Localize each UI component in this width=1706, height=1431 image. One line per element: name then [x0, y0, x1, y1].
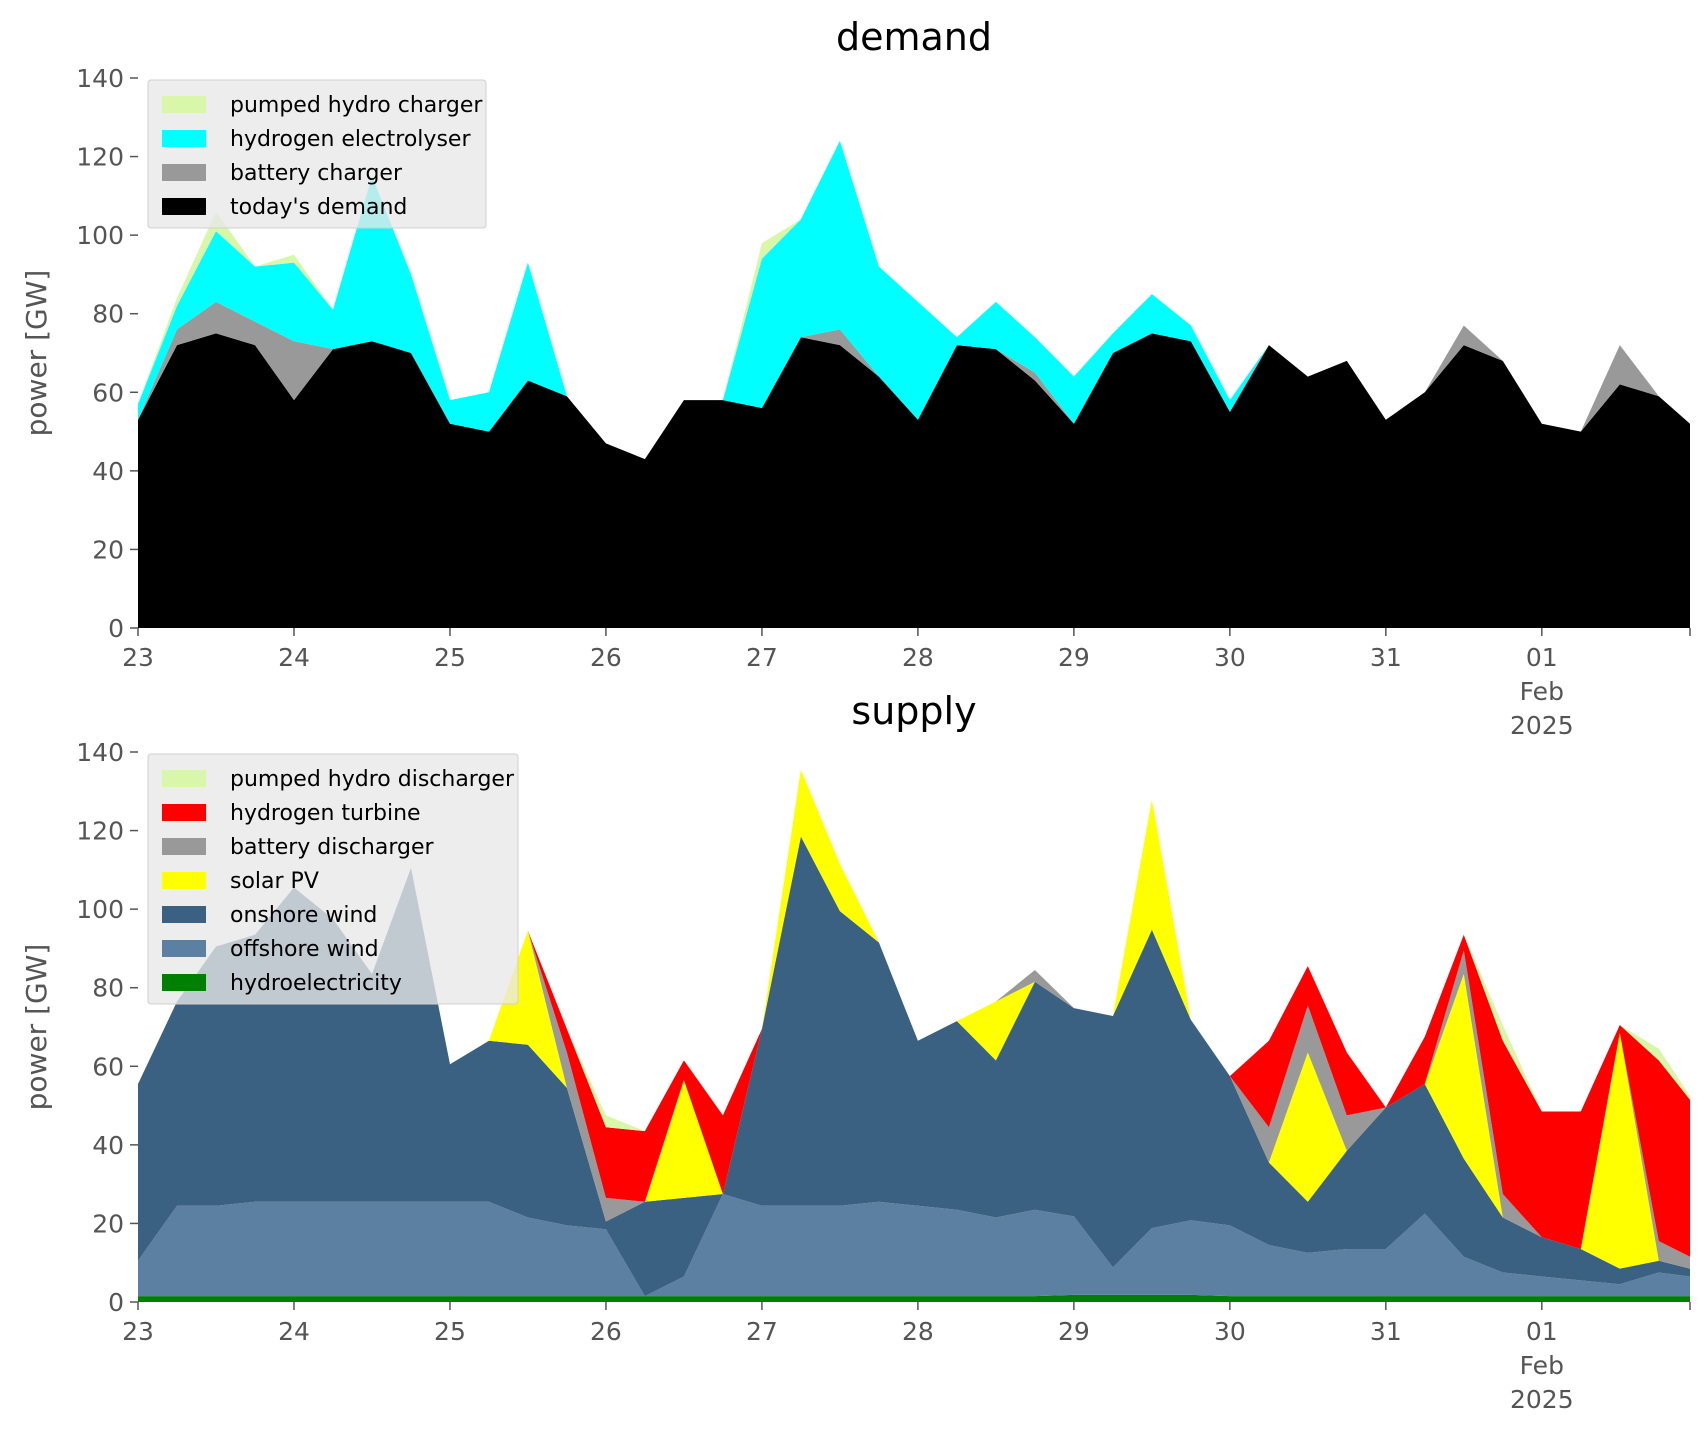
x-tick-label: 28	[902, 643, 934, 672]
legend-swatch	[162, 974, 206, 991]
legend-swatch	[162, 940, 206, 957]
x-tick-month: Feb	[1520, 677, 1564, 706]
legend: pumped hydro discharger hydrogen turbine b…	[147, 753, 519, 1005]
x-tick-label: 31	[1370, 1317, 1402, 1346]
legend-swatch	[162, 838, 206, 855]
x-tick-month: Feb	[1520, 1351, 1564, 1380]
y-tick-label: 80	[92, 974, 124, 1003]
area-hydrogen-turbine	[138, 769, 1690, 1257]
legend-swatch	[162, 906, 206, 923]
legend-label: solar PV	[230, 869, 319, 894]
legend-label: pumped hydro discharger	[230, 767, 515, 792]
chart-title: demand	[836, 15, 992, 59]
y-tick-label: 20	[92, 1209, 124, 1238]
x-tick-label: 29	[1058, 643, 1090, 672]
x-tick-label: 27	[746, 643, 778, 672]
area-hydroelectricity	[138, 1294, 1690, 1302]
y-tick-label: 20	[92, 535, 124, 564]
y-tick-label: 0	[108, 614, 124, 643]
y-tick-label: 100	[76, 895, 124, 924]
chart-title: supply	[851, 689, 976, 733]
x-tick-label: 28	[902, 1317, 934, 1346]
legend-frame	[147, 753, 519, 1005]
legend-swatch	[162, 130, 206, 147]
x-tick-label: 25	[434, 643, 466, 672]
x-tick-label: 29	[1058, 1317, 1090, 1346]
x-tick-label: 31	[1370, 643, 1402, 672]
area-hydrogen-electrolyser	[138, 140, 1690, 460]
x-tick-label: 27	[746, 1317, 778, 1346]
area-today-s-demand	[138, 333, 1690, 628]
legend-label: offshore wind	[230, 937, 379, 962]
x-tick-label: 01	[1526, 1317, 1558, 1346]
legend-label: hydroelectricity	[230, 971, 402, 996]
x-tick-label: 26	[590, 643, 622, 672]
x-tick-year: 2025	[1510, 1385, 1574, 1414]
legend-swatch	[162, 164, 206, 181]
y-axis-label: power [GW]	[20, 944, 53, 1111]
legend-swatch	[162, 770, 206, 787]
legend-label: onshore wind	[230, 903, 377, 928]
legend-label: pumped hydro charger	[230, 93, 483, 118]
y-tick-label: 60	[92, 378, 124, 407]
x-tick-label: 25	[434, 1317, 466, 1346]
legend-swatch	[162, 96, 206, 113]
y-tick-label: 40	[92, 457, 124, 486]
x-tick-label: 30	[1214, 1317, 1246, 1346]
area-onshore-wind	[138, 836, 1690, 1297]
x-tick-label: 24	[278, 643, 310, 672]
legend-label: battery charger	[230, 161, 403, 186]
y-tick-label: 100	[76, 221, 124, 250]
chart-panel-demand: demand power [GW] 0 20 40 60 80 100 120 140 23 24 25…	[20, 15, 1691, 740]
y-tick-label: 0	[108, 1288, 124, 1317]
chart-panel-supply: supply power [GW] 0 20 40 60 80 100 120 140 23 24 25…	[20, 689, 1691, 1414]
legend-label: battery discharger	[230, 835, 435, 860]
legend-label: hydrogen electrolyser	[230, 127, 471, 152]
y-tick-label: 40	[92, 1131, 124, 1160]
y-tick-label: 140	[76, 738, 124, 767]
x-tick-label: 23	[122, 1317, 154, 1346]
x-tick-year: 2025	[1510, 711, 1574, 740]
area-solar-pv	[138, 769, 1690, 1269]
x-tick-label: 26	[590, 1317, 622, 1346]
legend-swatch	[162, 804, 206, 821]
y-tick-label: 120	[76, 817, 124, 846]
x-tick-label: 23	[122, 643, 154, 672]
legend-swatch	[162, 872, 206, 889]
x-tick-label: 24	[278, 1317, 310, 1346]
y-tick-label: 80	[92, 300, 124, 329]
x-tick-label: 30	[1214, 643, 1246, 672]
y-tick-label: 60	[92, 1052, 124, 1081]
legend-label: hydrogen turbine	[230, 801, 421, 826]
legend-label: today's demand	[230, 195, 407, 220]
y-axis-label: power [GW]	[20, 270, 53, 437]
y-tick-label: 120	[76, 143, 124, 172]
area-offshore-wind	[138, 1194, 1690, 1297]
legend-frame	[147, 79, 487, 229]
legend: pumped hydro charger hydrogen electrolyse…	[147, 79, 487, 229]
y-tick-label: 140	[76, 64, 124, 93]
legend-swatch	[162, 198, 206, 215]
x-tick-label: 01	[1526, 643, 1558, 672]
